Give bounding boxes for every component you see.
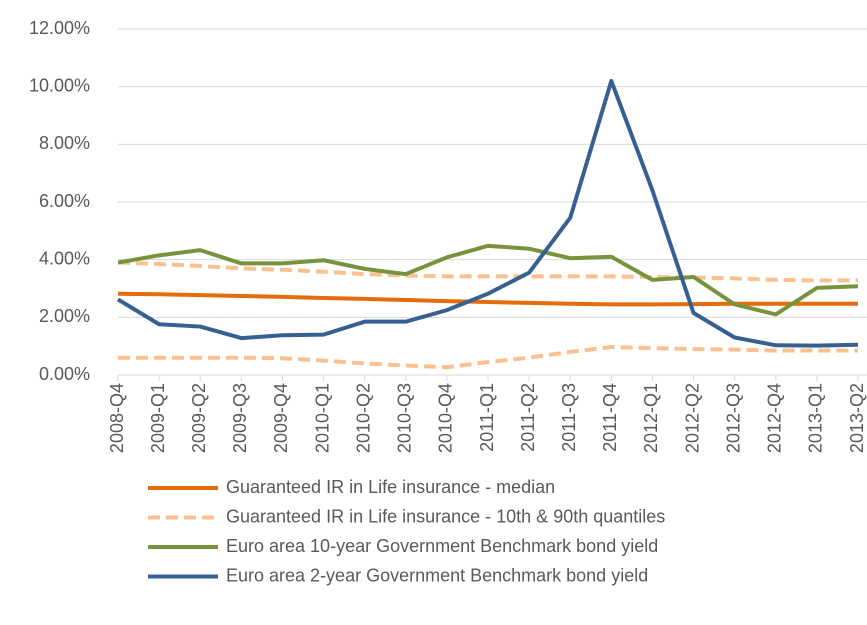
- legend-label: Euro area 10-year Government Benchmark b…: [226, 536, 658, 556]
- y-tick-label: 6.00%: [39, 191, 90, 211]
- y-tick-label: 0.00%: [39, 364, 90, 384]
- x-tick-label: 2011-Q3: [559, 383, 579, 452]
- x-tick-label: 2012-Q2: [682, 383, 702, 453]
- x-tick-label: 2009-Q3: [230, 383, 250, 453]
- legend-label: Guaranteed IR in Life insurance - 10th &…: [226, 506, 665, 526]
- x-tick-label: 2009-Q4: [271, 383, 291, 453]
- x-tick-label: 2010-Q3: [395, 383, 415, 453]
- x-tick-label: 2009-Q1: [148, 383, 168, 453]
- x-tick-label: 2013-Q1: [806, 383, 826, 453]
- x-tick-label: 2010-Q4: [436, 383, 456, 453]
- x-tick-label: 2011-Q1: [477, 383, 497, 452]
- y-tick-label: 2.00%: [39, 306, 90, 326]
- series-line: [118, 345, 858, 370]
- legend-label: Euro area 2-year Government Benchmark bo…: [226, 565, 648, 585]
- x-tick-label: 2009-Q2: [189, 383, 209, 453]
- series-line: [116, 78, 859, 348]
- x-tick-label: 2008-Q4: [107, 383, 127, 453]
- x-tick-label: 2010-Q1: [312, 383, 332, 453]
- x-tick-label: 2012-Q1: [641, 383, 661, 453]
- y-tick-label: 10.00%: [29, 75, 90, 95]
- x-tick-label: 2012-Q4: [765, 383, 785, 453]
- y-tick-label: 4.00%: [39, 248, 90, 268]
- y-tick-label: 12.00%: [29, 18, 90, 38]
- x-tick-label: 2012-Q3: [723, 383, 743, 453]
- x-tick-label: 2011-Q2: [518, 383, 538, 452]
- x-tick-label: 2013-Q2: [847, 383, 867, 453]
- series-line: [117, 243, 859, 317]
- y-tick-label: 8.00%: [39, 133, 90, 153]
- x-tick-label: 2011-Q4: [600, 383, 620, 452]
- x-tick-label: 2010-Q2: [353, 383, 373, 453]
- legend-label: Guaranteed IR in Life insurance - median: [226, 477, 555, 497]
- series-line: [117, 260, 858, 283]
